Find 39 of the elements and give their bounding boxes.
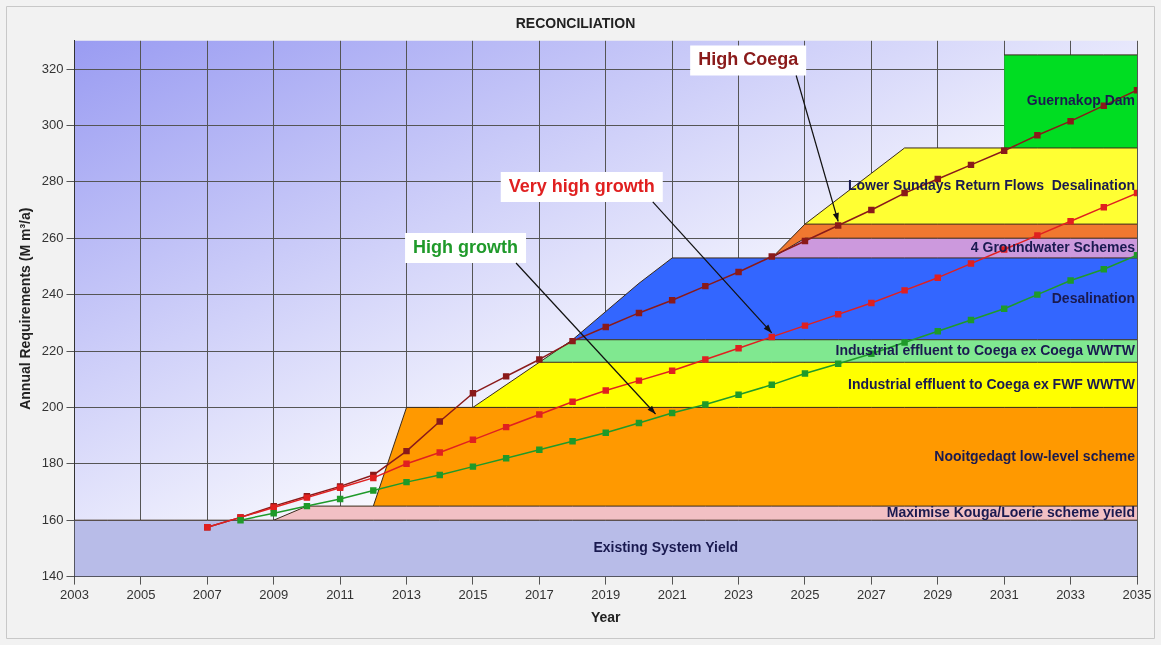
y-tick-label: 140 [41, 568, 64, 584]
y-tick-label: 220 [41, 342, 64, 358]
x-tick-label: 2023 [724, 586, 754, 602]
x-tick-label: 2035 [1122, 586, 1152, 602]
y-tick-label: 260 [41, 229, 64, 245]
series-label: Desalination [1051, 289, 1135, 306]
y-tick-label: 200 [41, 398, 64, 414]
series-label: Existing System Yield [593, 539, 739, 556]
x-tick-label: 2029 [923, 586, 953, 602]
series-label: Nooitgedagt low-level scheme [934, 447, 1136, 464]
y-tick-label: 280 [41, 173, 64, 189]
y-axis-title: Annual Requirements (M m³/a) [17, 207, 34, 410]
x-tick-label: 2015 [458, 586, 488, 602]
y-tick-label: 160 [41, 511, 64, 527]
x-tick-label: 2021 [657, 586, 687, 602]
x-tick-label: 2003 [60, 586, 89, 602]
x-tick-label: 2017 [524, 586, 554, 602]
x-tick-label: 2005 [126, 586, 156, 602]
chart-title: RECONCILIATION [515, 15, 636, 32]
y-tick-label: 300 [41, 116, 64, 132]
x-axis-title: Year [590, 609, 622, 626]
x-tick-label: 2007 [192, 586, 222, 602]
x-tick-label: 2025 [790, 586, 820, 602]
text: High Coega [698, 49, 800, 70]
x-tick-label: 2033 [1056, 586, 1086, 602]
text: High growth [413, 236, 519, 257]
series-label: Industrial effluent to Coega ex Coega WWTW [835, 341, 1136, 358]
series-label: Industrial effluent to Coega ex FWF WWTW [848, 375, 1136, 392]
text: Very high growth [508, 175, 655, 196]
x-tick-label: 2027 [856, 586, 886, 602]
x-tick-label: 2019 [591, 586, 621, 602]
x-tick-label: 2031 [989, 586, 1019, 602]
y-tick-label: 180 [41, 455, 64, 471]
x-tick-label: 2013 [392, 586, 421, 602]
x-tick-label: 2009 [259, 586, 289, 602]
y-tick-label: 240 [41, 286, 64, 302]
series-label: Maximise Kouga/Loerie scheme yield [886, 504, 1135, 521]
x-tick-label: 2011 [326, 586, 355, 602]
y-tick-label: 320 [41, 60, 64, 76]
